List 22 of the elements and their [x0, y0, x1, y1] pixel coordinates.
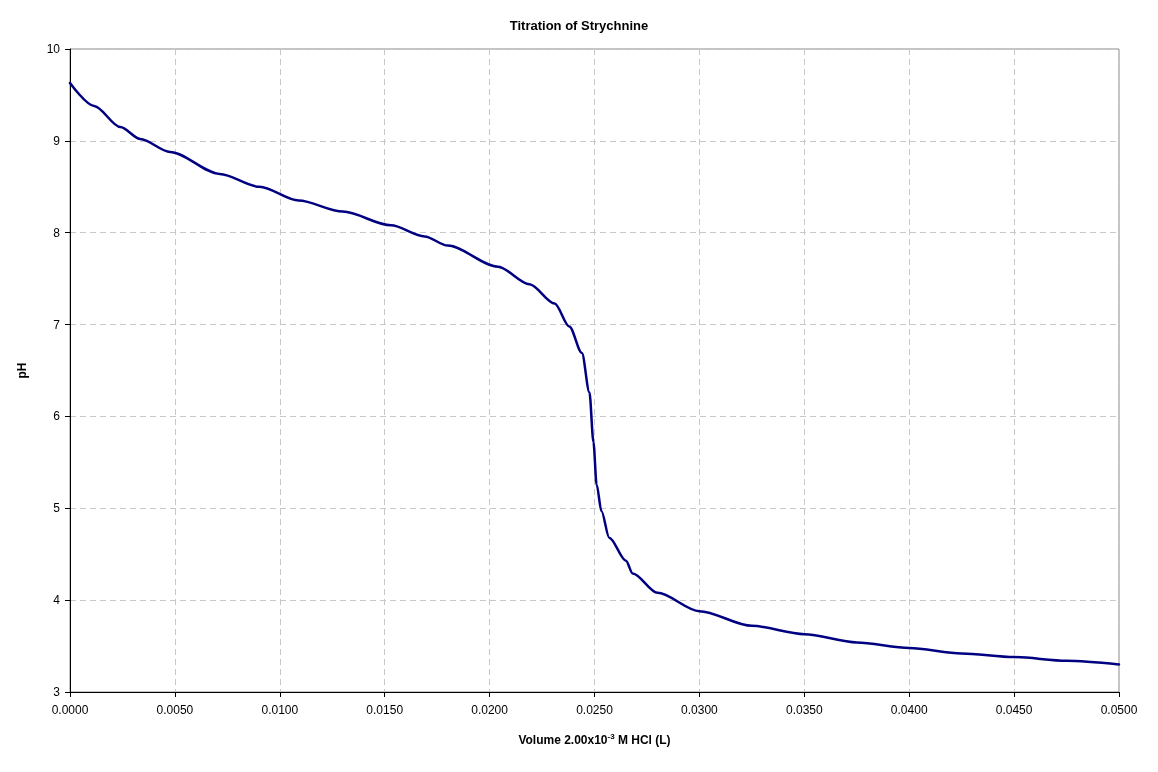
- y-tick-label: 7: [53, 317, 61, 332]
- y-tick-label: 3: [53, 685, 61, 699]
- x-tick-label: 0.0150: [366, 703, 404, 717]
- x-tick-label: 0.0500: [1100, 703, 1138, 717]
- x-tick-label: 0.0200: [471, 703, 509, 717]
- y-tick-label: 10: [46, 42, 61, 56]
- y-tick-label: 4: [53, 593, 61, 608]
- x-tick-label: 0.0250: [576, 703, 614, 717]
- x-tick-label: 0.0450: [995, 703, 1033, 717]
- y-tick-label: 9: [53, 133, 61, 148]
- x-tick-label: 0.0000: [51, 703, 89, 717]
- x-tick-label: 0.0350: [785, 703, 823, 717]
- y-tick-label: 8: [53, 225, 61, 240]
- x-tick-label: 0.0300: [681, 703, 719, 717]
- y-axis-title: pH: [15, 362, 29, 379]
- x-tick-label: 0.0100: [261, 703, 299, 717]
- x-tick-label: 0.0050: [156, 703, 194, 717]
- y-tick-label: 5: [53, 501, 61, 516]
- line-series: [68, 81, 1121, 666]
- y-tick-label: 6: [53, 409, 61, 424]
- x-tick-label: 0.0400: [890, 703, 928, 717]
- chart-title: Titration of Strychnine: [509, 18, 649, 33]
